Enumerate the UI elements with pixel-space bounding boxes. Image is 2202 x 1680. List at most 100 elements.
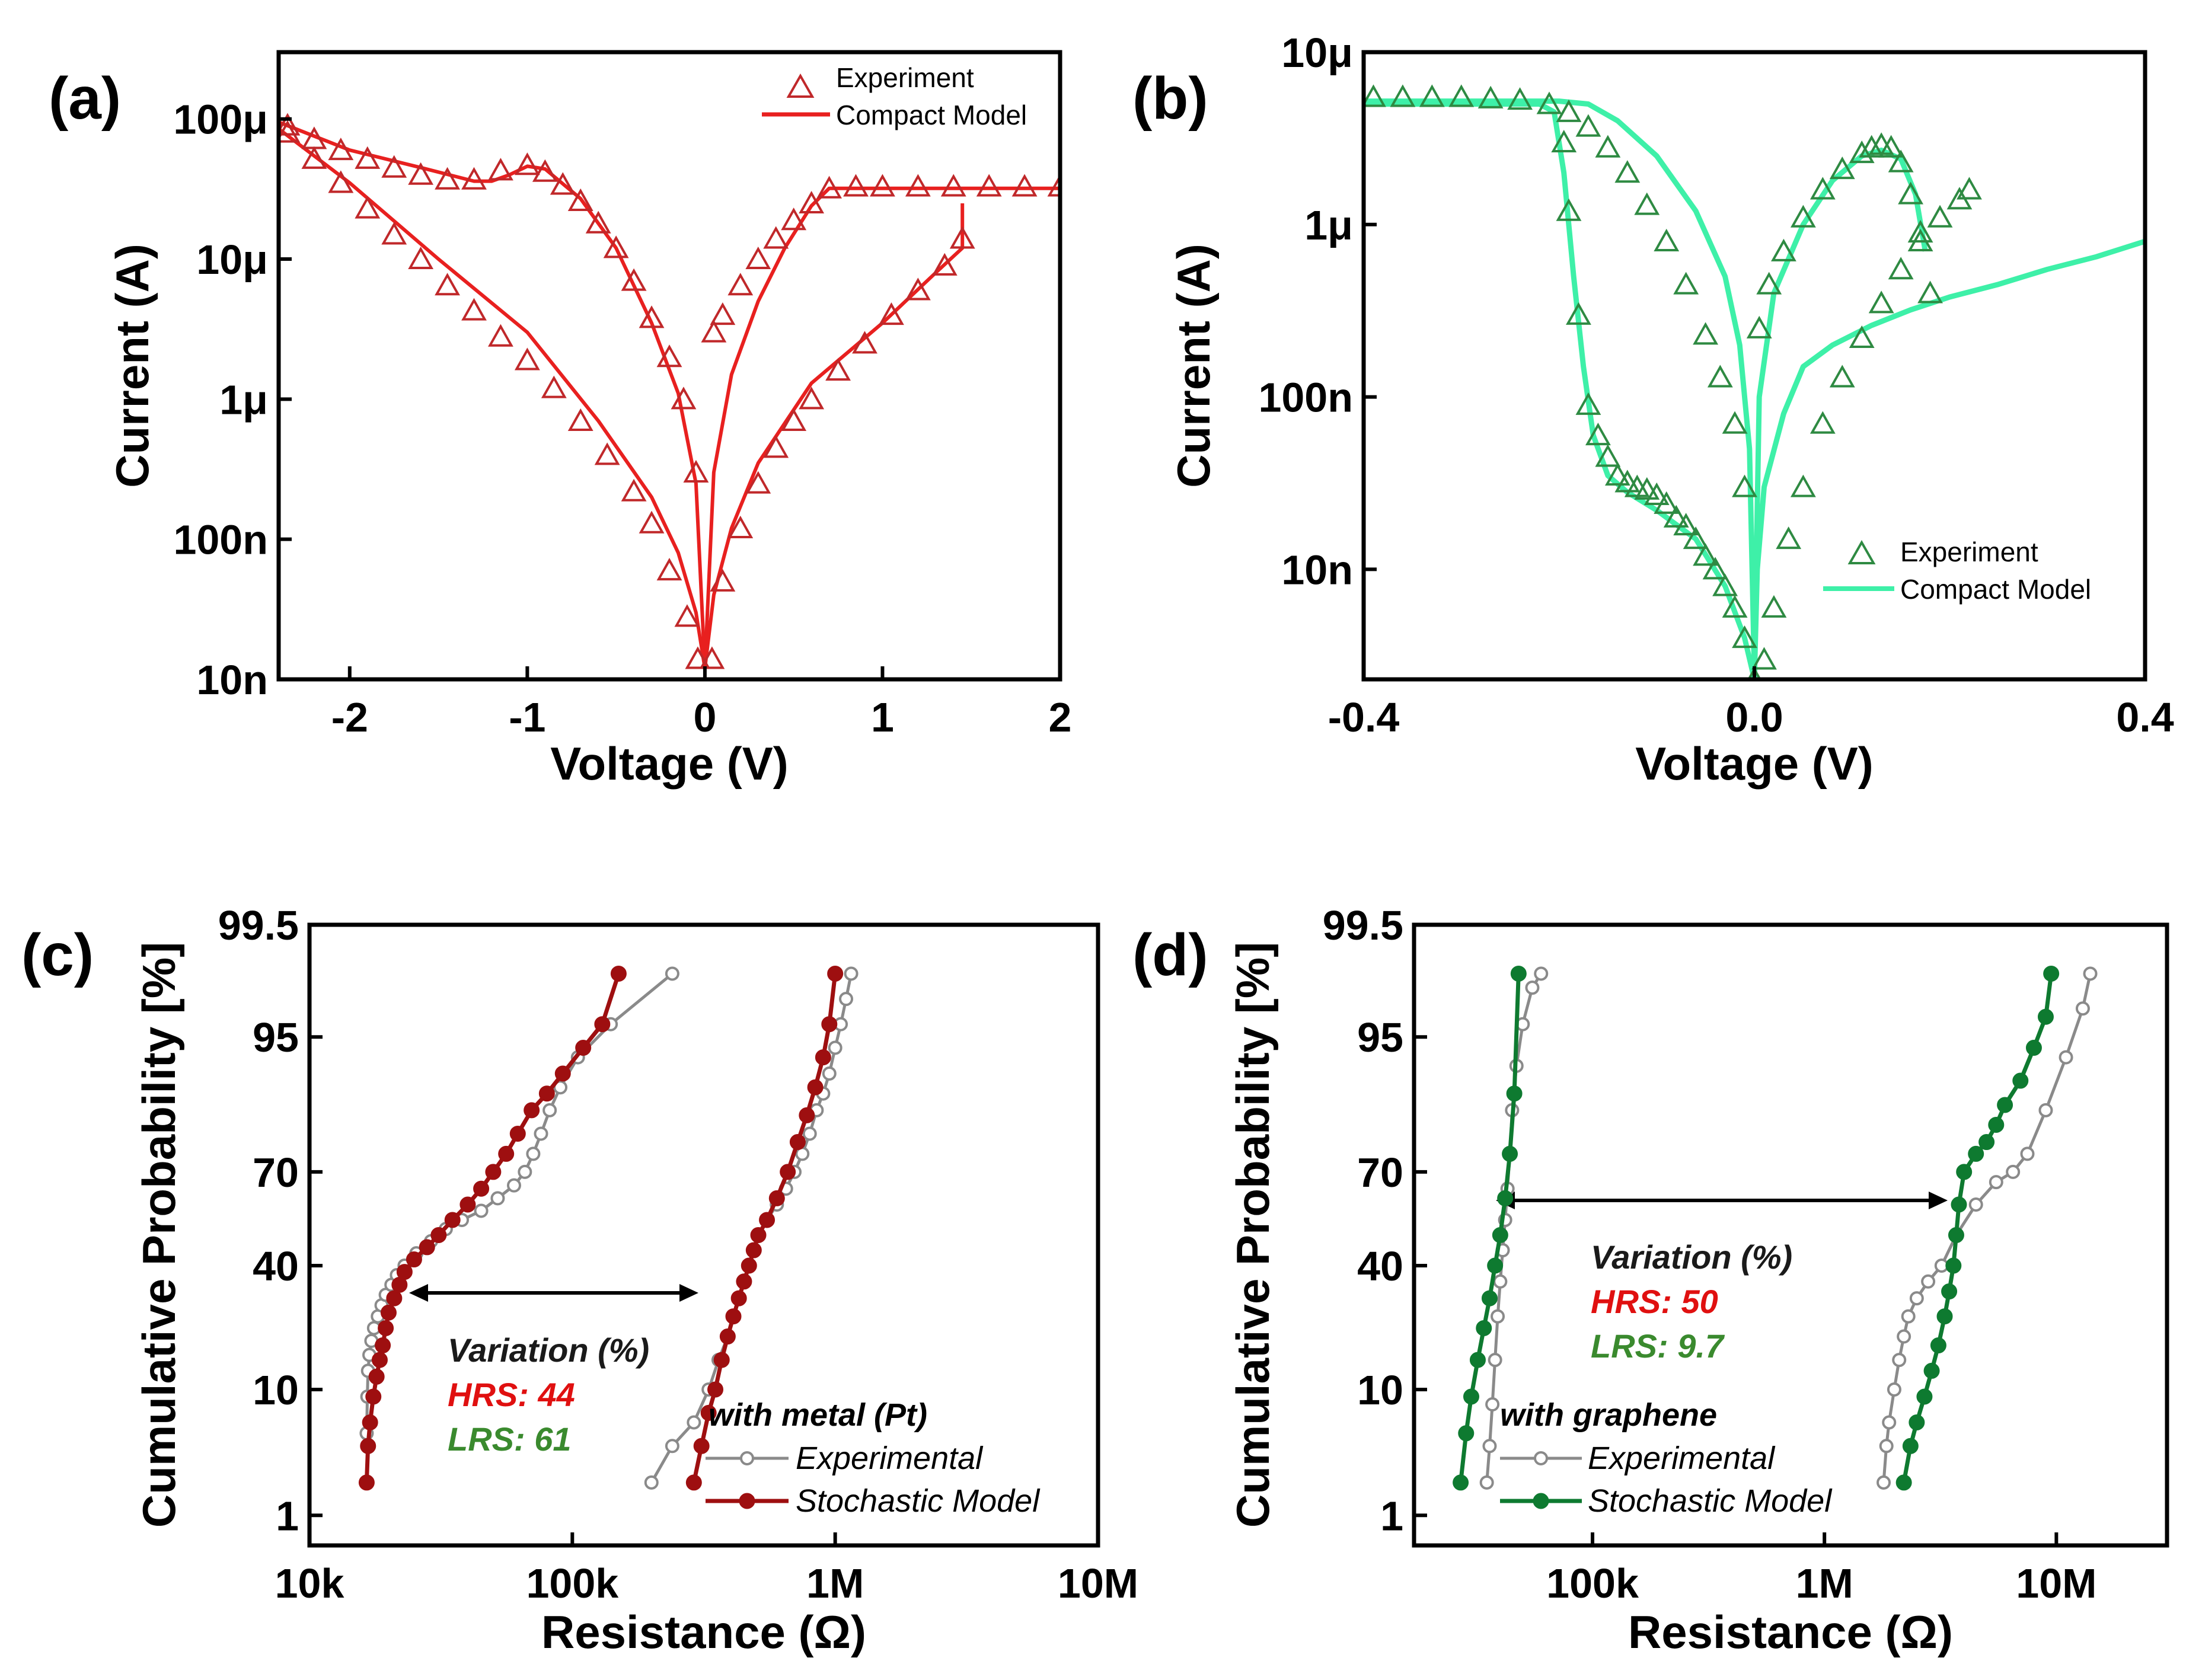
model-point — [1469, 1352, 1486, 1368]
experiment-marker — [1761, 595, 1787, 618]
model-point — [498, 1145, 515, 1162]
experiment-marker — [1849, 140, 1875, 164]
experiment-marker — [1643, 482, 1670, 505]
panel-a-yticks: 10n 100n 1μ 10μ 100μ — [173, 97, 292, 703]
variation-arrow-right-head — [1929, 1192, 1948, 1209]
experimental-line — [1882, 973, 2092, 1483]
experimental-point — [828, 1040, 842, 1055]
legend-model-label: Stochastic Model — [1588, 1483, 1833, 1519]
model-point — [375, 1337, 391, 1354]
experiment-marker — [514, 347, 540, 371]
experiment-marker — [781, 408, 807, 431]
panel-b-xticks: -0.4 0.0 0.4 — [1328, 666, 2174, 740]
panel-a-xlabel: Voltage (V) — [550, 737, 789, 790]
panel-c-data — [358, 965, 859, 1491]
model-curve — [1364, 101, 1757, 679]
variation-arrow-right-head — [679, 1284, 698, 1302]
experiment-marker — [532, 159, 558, 182]
experiment-marker — [381, 222, 407, 245]
panel-c: (c) 10k 100k 1M 10M 1 10 40 70 95 99.5 Resistanc… — [21, 902, 1138, 1658]
model-curve — [703, 203, 965, 669]
experimental-point — [1968, 1197, 1983, 1212]
y-tick-label: 1 — [1380, 1493, 1403, 1539]
experiment-marker — [1011, 174, 1038, 197]
y-tick-label: 70 — [253, 1149, 299, 1196]
experiment-marker — [1585, 423, 1611, 446]
model-point — [780, 1164, 796, 1180]
experiment-marker — [905, 174, 931, 197]
model-point — [1510, 965, 1527, 982]
experimental-point — [1901, 1309, 1916, 1324]
model-point — [2025, 1040, 2042, 1056]
experiment-marker — [381, 155, 407, 178]
model-point — [1916, 1388, 1933, 1405]
experiment-marker — [1364, 84, 1386, 107]
experiment-marker — [1888, 257, 1914, 280]
model-point — [1463, 1388, 1479, 1405]
experiment-marker — [727, 515, 754, 538]
panel-b-label: (b) — [1132, 65, 1208, 132]
experiment-marker — [1888, 149, 1914, 173]
legend-header: with metal (Pt) — [709, 1397, 927, 1433]
model-point — [1968, 1145, 1984, 1162]
experiment-marker — [1722, 411, 1748, 434]
model-point — [371, 1352, 388, 1368]
experiment-marker — [1702, 557, 1728, 580]
experiment-marker — [745, 246, 771, 270]
experiment-marker — [1751, 647, 1777, 670]
x-tick-label: 1M — [806, 1560, 864, 1606]
panel-b-data — [1364, 84, 2145, 679]
experiment-marker — [461, 167, 487, 190]
panel-c-arrow — [409, 1284, 698, 1302]
experiment-marker — [621, 478, 647, 502]
model-point — [789, 1134, 806, 1151]
experimental-point — [2006, 1164, 2021, 1179]
model-curve — [279, 120, 707, 669]
experimental-point — [490, 1191, 505, 1206]
model-point — [358, 1474, 375, 1491]
model-point — [538, 1085, 555, 1102]
experiment-marker — [1898, 181, 1924, 205]
x-tick-label: 0.0 — [1725, 694, 1783, 740]
model-curve — [1751, 238, 2145, 679]
model-point — [473, 1180, 490, 1197]
experiment-marker — [763, 226, 789, 249]
model-point — [1481, 1290, 1498, 1307]
panel-d-arrow — [1496, 1192, 1948, 1209]
experiment-marker — [639, 510, 665, 534]
experimental-point — [1879, 1439, 1894, 1454]
experiment-marker — [1614, 469, 1641, 493]
experiment-marker — [1907, 228, 1933, 251]
x-tick-label: 10k — [275, 1560, 344, 1606]
model-point — [741, 1257, 757, 1274]
experimental-point — [665, 1439, 679, 1454]
experiment-marker — [1707, 365, 1733, 388]
experiment-marker — [656, 558, 682, 581]
experiment-marker — [1927, 205, 1953, 228]
model-point — [444, 1212, 461, 1228]
experiment-marker — [1917, 280, 1943, 304]
model-point — [1956, 1164, 1973, 1180]
experiment-marker — [745, 471, 771, 494]
panel-d: (d) 100k 1M 10M 1 10 40 70 95 99.5 Resistance (… — [1132, 902, 2169, 1658]
x-tick-label: 1 — [871, 694, 894, 740]
model-point — [1936, 1308, 1953, 1325]
model-point — [1502, 1145, 1518, 1162]
experiment-marker — [699, 646, 725, 669]
experimental-point — [802, 1126, 817, 1141]
experimental-point — [1485, 1397, 1500, 1412]
experiment-marker — [461, 298, 487, 321]
experimental-point — [506, 1178, 521, 1193]
experiment-marker — [1790, 205, 1816, 228]
x-tick-label: -1 — [509, 694, 545, 740]
legend-model-label: Compact Model — [836, 100, 1027, 130]
legend-experiment-label: Experiment — [836, 62, 974, 93]
experiment-marker — [1477, 85, 1504, 108]
experimental-point — [1897, 1329, 1911, 1344]
panel-d-ylabel: Cumulative Probability [%] — [1227, 942, 1279, 1528]
model-point — [1941, 1283, 1958, 1300]
experiment-marker — [1712, 573, 1738, 596]
experiment-marker — [683, 459, 709, 483]
experiment-marker — [1663, 504, 1689, 528]
legend-model-marker — [1533, 1493, 1549, 1509]
